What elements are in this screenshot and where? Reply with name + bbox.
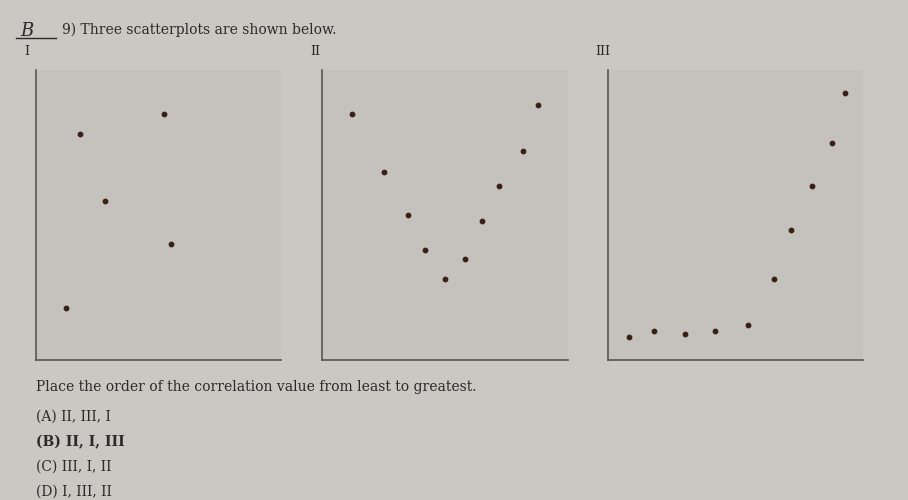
Text: (D) I, III, II: (D) I, III, II [36,485,113,499]
Point [646,327,661,335]
Text: B: B [20,22,34,40]
Text: (C) III, I, II: (C) III, I, II [36,460,112,474]
Point [766,275,781,283]
Point [785,226,799,234]
Point [438,275,452,283]
Point [708,327,723,335]
Text: (A) II, III, I: (A) II, III, I [36,410,111,424]
Text: Place the order of the correlation value from least to greatest.: Place the order of the correlation value… [36,380,477,394]
Point [824,138,839,146]
Point [837,89,852,97]
Point [58,304,73,312]
Point [344,110,359,118]
Text: 9) Three scatterplots are shown below.: 9) Three scatterplots are shown below. [62,22,336,37]
Point [741,321,755,329]
Point [164,240,179,248]
Point [458,254,472,262]
Point [156,110,171,118]
Point [98,196,113,204]
Point [377,168,391,175]
Point [677,330,692,338]
Text: (B) II, I, III: (B) II, I, III [36,435,125,449]
Text: III: III [596,46,611,59]
Point [491,182,506,190]
Point [516,147,530,155]
Point [621,333,636,341]
Text: I: I [24,46,29,59]
Point [401,211,416,219]
Point [474,217,489,225]
Text: II: II [311,46,321,59]
Point [804,182,819,190]
Point [418,246,432,254]
Point [531,101,546,109]
Point [74,130,88,138]
